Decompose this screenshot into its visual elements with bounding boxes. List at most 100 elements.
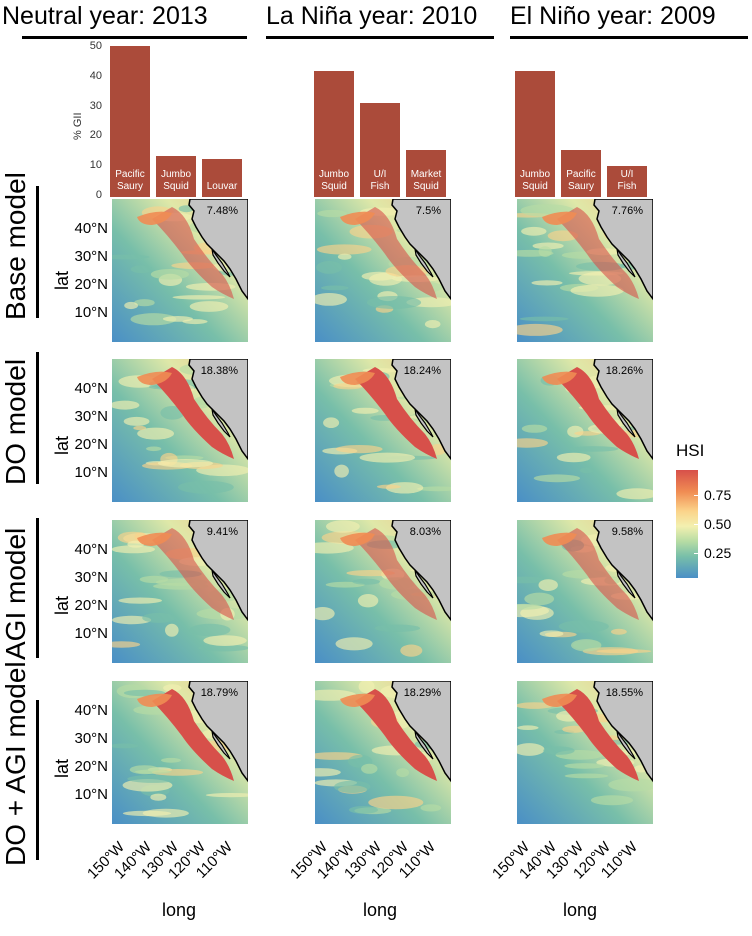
baja-peninsula xyxy=(414,248,434,278)
legend-tick: 0.25 xyxy=(704,545,732,561)
pct-annotation: 7.5% xyxy=(416,205,441,217)
bar xyxy=(202,159,242,197)
high-habitat-area xyxy=(557,528,639,620)
habitat-patch xyxy=(118,597,162,604)
habitat-patch xyxy=(321,285,349,291)
lat-tick: 10°N xyxy=(74,786,108,803)
habitat-patch xyxy=(562,725,586,733)
lat-tick: 20°N xyxy=(74,597,108,614)
habitat-patch xyxy=(349,806,378,814)
habitat-patch xyxy=(134,299,155,307)
legend-tick-mark xyxy=(694,524,698,525)
row-title-underline xyxy=(36,352,39,484)
baja-peninsula xyxy=(211,569,231,599)
hsi-map-panel: 8.03% xyxy=(315,520,451,663)
habitat-patch xyxy=(564,763,605,769)
habitat-patch xyxy=(590,795,634,806)
hsi-map-panel: 7.5% xyxy=(315,199,451,342)
gii-tick: 0 xyxy=(95,189,102,201)
bar-label: Market Squid xyxy=(406,169,446,193)
high-habitat-area xyxy=(340,371,375,385)
hsi-map-panel: 18.55% xyxy=(517,681,653,824)
habitat-patch xyxy=(539,630,564,637)
bar-label-line: Squid xyxy=(321,181,347,192)
bar-label-line: Saury xyxy=(116,181,144,192)
habitat-patch xyxy=(150,793,167,801)
habitat-patch xyxy=(142,612,175,623)
land-area xyxy=(593,681,653,783)
hsi-map-panel: 9.41% xyxy=(112,520,248,663)
habitat-patch xyxy=(135,769,172,774)
lat-tick: 40°N xyxy=(74,220,108,237)
column-title-underline xyxy=(22,36,247,39)
habitat-patch xyxy=(334,780,371,793)
habitat-patch xyxy=(579,467,594,474)
high-habitat-area xyxy=(137,532,172,546)
land-area xyxy=(391,681,451,783)
high-habitat-area xyxy=(557,367,639,459)
column-title-lanina: La Niña year: 2010 xyxy=(266,2,478,30)
habitat-patch xyxy=(366,296,422,309)
habitat-patch xyxy=(146,446,162,452)
bar-label-line: U/I xyxy=(620,169,634,180)
habitat-patch xyxy=(315,768,341,777)
habitat-patch xyxy=(189,301,229,312)
bar-chart-elnino: Jumbo Squid Pacific Saury U/I Fish xyxy=(515,40,655,197)
bar-label: Pacific Saury xyxy=(110,169,150,193)
habitat-patch xyxy=(558,620,609,633)
habitat-patch xyxy=(172,295,226,300)
habitat-patch xyxy=(150,269,189,280)
habitat-patch xyxy=(189,623,231,637)
pct-annotation: 7.48% xyxy=(207,205,238,217)
high-habitat-area xyxy=(355,367,437,459)
habitat-patch xyxy=(571,639,602,652)
gii-axis: 50 40 30 20 10 0 % GII xyxy=(60,40,110,205)
high-habitat-area xyxy=(340,693,375,707)
bar-label: Jumbo Squid xyxy=(515,169,555,193)
habitat-patch xyxy=(326,520,360,533)
hsi-map-panel: 18.29% xyxy=(315,681,451,824)
baja-peninsula xyxy=(211,730,231,760)
baja-peninsula xyxy=(616,569,636,599)
habitat-patch xyxy=(157,459,213,468)
high-habitat-area xyxy=(542,532,577,546)
gii-tick: 50 xyxy=(89,40,102,52)
row-title-agi: AGI model xyxy=(0,527,31,660)
baja-peninsula xyxy=(616,730,636,760)
pct-annotation: 18.26% xyxy=(606,365,644,377)
bar-label-line: Squid xyxy=(522,181,548,192)
habitat-patch xyxy=(163,684,182,692)
bar-label-line: Louvar xyxy=(206,181,238,192)
habitat-patch xyxy=(165,623,179,637)
lat-tick: 10°N xyxy=(74,625,108,642)
habitat-patch xyxy=(517,743,545,756)
land-area xyxy=(593,199,653,301)
bar-label: Pacific Saury xyxy=(561,169,601,193)
long-axis-label: long xyxy=(363,900,398,920)
habitat-patch xyxy=(359,452,415,463)
habitat-patch xyxy=(396,768,409,778)
habitat-patch xyxy=(161,757,181,763)
habitat-patch xyxy=(538,579,558,591)
high-habitat-area xyxy=(152,689,234,781)
lat-tick: 40°N xyxy=(74,702,108,719)
habitat-patch xyxy=(162,316,193,322)
hsi-map-panel: 18.26% xyxy=(517,359,653,502)
bar xyxy=(314,71,354,197)
gii-tick: 10 xyxy=(89,159,102,171)
land-area xyxy=(593,359,653,461)
bar-label: Jumbo Squid xyxy=(314,169,354,193)
column-title-neutral: Neutral year: 2013 xyxy=(2,2,208,30)
habitat-patch xyxy=(205,793,248,798)
land-area xyxy=(391,199,451,301)
bar-label-line: Fish xyxy=(617,181,637,192)
hsi-map-panel: 7.48% xyxy=(112,199,248,342)
pct-annotation: 18.55% xyxy=(606,687,644,699)
bar xyxy=(561,150,601,197)
land-area xyxy=(391,520,451,622)
habitat-patch xyxy=(124,301,138,310)
habitat-patch xyxy=(424,320,441,329)
high-habitat-area xyxy=(355,528,437,620)
habitat-patch xyxy=(316,244,372,255)
pct-annotation: 9.41% xyxy=(207,526,238,538)
